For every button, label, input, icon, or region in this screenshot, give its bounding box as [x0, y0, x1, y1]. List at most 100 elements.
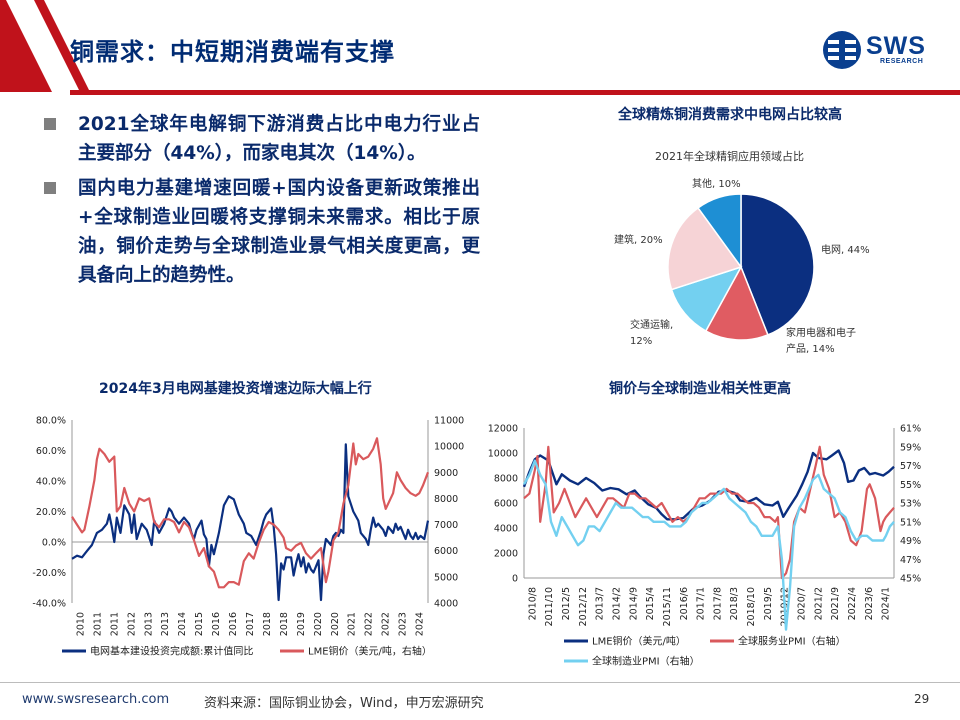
- grid-chart-x-tick: 2012: [126, 612, 137, 636]
- bullet-square-icon: [44, 182, 56, 194]
- pmi-chart-series-line-0: [522, 449, 895, 521]
- pie-label-transport: 交通运输, 12%: [630, 320, 674, 347]
- grid-chart-y-right-tick: 10000: [434, 442, 464, 453]
- pie-label-construction: 建筑, 20%: [614, 235, 663, 246]
- pmi-chart-series-line-1: [523, 445, 895, 580]
- bullet-square-icon: [44, 118, 56, 130]
- pmi-chart-x-tick: 2019/12: [780, 587, 791, 626]
- pie-chart-subtitle: 2021年全球精铜应用领域占比: [655, 150, 804, 163]
- bullet-list: 2021全球年电解铜下游消费占比中电力行业占主要部分（44%），而家电其次（14…: [44, 110, 480, 296]
- grid-chart-x-tick: 2020: [313, 612, 324, 636]
- pmi-chart-x-tick: 2023/6: [864, 587, 875, 620]
- grid-chart-x-tick: 2018: [262, 612, 273, 636]
- pmi-chart-y-right-tick: 53%: [900, 499, 921, 510]
- grid-chart-y-right-tick: 5000: [434, 572, 458, 583]
- grid-chart-x-tick: 2016: [228, 612, 239, 636]
- grid-chart-x-tick: 2015: [194, 612, 205, 636]
- bullet-item: 2021全球年电解铜下游消费占比中电力行业占主要部分（44%），而家电其次（14…: [44, 110, 480, 168]
- pmi-chart-x-tick: 2018/3: [729, 587, 740, 620]
- pmi-chart-title: 铜价与全球制造业相关性更高: [609, 381, 791, 397]
- grid-chart-title: 2024年3月电网基建投资增速边际大幅上行: [99, 381, 372, 397]
- pmi-chart-legend-label: 全球服务业PMI（右轴）: [738, 635, 846, 648]
- pmi-chart-legend-label: 全球制造业PMI（右轴）: [592, 655, 700, 668]
- pmi-chart-x-tick: 2017/1: [696, 587, 707, 620]
- logo-wordmark: SWS: [866, 32, 926, 60]
- pmi-chart-x-tick: 2018/10: [746, 587, 757, 626]
- pie-label-other: 其他, 10%: [692, 179, 741, 190]
- bullet-text: 国内电力基建增速回暖+国内设备更新政策推出+全球制造业回暖将支撑铜未来需求。相比…: [78, 178, 480, 286]
- grid-chart-x-tick: 2011: [92, 612, 103, 636]
- grid-chart-legend-label: 电网基本建设投资完成额:累计值同比: [90, 645, 253, 658]
- sws-logo: SWS RESEARCH: [822, 30, 940, 70]
- pie-chart-title: 全球精炼铜消费需求中电网占比较高: [618, 107, 842, 123]
- grid-chart-y-right-tick: 11000: [434, 416, 464, 427]
- grid-chart-y-right-tick: 9000: [434, 468, 458, 479]
- grid-chart-x-tick: 2018: [279, 612, 290, 636]
- grid-chart-x-tick: 2017: [245, 612, 256, 636]
- pmi-chart-x-tick: 2011/10: [544, 587, 555, 626]
- bullet-text: 2021全球年电解铜下游消费占比中电力行业占主要部分（44%），而家电其次（14…: [78, 114, 480, 164]
- pmi-chart-y-left-tick: 10000: [488, 449, 518, 460]
- pmi-chart-series-line-2: [522, 459, 895, 631]
- pmi-chart-x-tick: 2012/5: [561, 587, 572, 620]
- pmi-chart-y-left-tick: 2000: [494, 549, 518, 560]
- pie-slice-1: [704, 265, 769, 341]
- pmi-chart-y-left-tick: 12000: [488, 424, 518, 435]
- grid-chart-y-left-tick: 0.0%: [42, 538, 66, 549]
- grid-chart-series-line-1: [71, 437, 430, 589]
- grid-chart-y-left-tick: 20.0%: [36, 507, 66, 518]
- grid-chart-x-tick: 2011: [109, 612, 120, 636]
- pmi-chart-y-left-tick: 4000: [494, 524, 518, 535]
- pmi-chart-x-tick: 2019/5: [763, 587, 774, 620]
- logo-subtext: RESEARCH: [880, 58, 924, 65]
- pmi-chart-x-tick: 2022/4: [847, 587, 858, 620]
- grid-chart-x-tick: 2024: [415, 612, 426, 636]
- pmi-chart-y-right-tick: 55%: [900, 480, 921, 491]
- grid-chart-y-left-tick: 40.0%: [36, 477, 66, 488]
- pmi-chart-x-tick: 2014/2: [612, 587, 623, 620]
- title-bar: [0, 0, 960, 95]
- pmi-chart-x-tick: 2015/11: [662, 587, 673, 626]
- grid-chart-x-tick: 2013: [160, 612, 171, 636]
- sws-logo-icon: [823, 31, 861, 69]
- title-underline: [70, 90, 960, 95]
- pmi-chart-x-tick: 2021/9: [830, 587, 841, 620]
- grid-chart-y-right-tick: 6000: [434, 546, 458, 557]
- pie-slice-4: [697, 193, 742, 270]
- grid-chart-x-tick: 2022: [364, 612, 375, 636]
- pmi-chart-x-tick: 2015/4: [645, 587, 656, 620]
- page-title: 铜需求：中短期消费端有支撑: [70, 38, 395, 66]
- pmi-chart-x-tick: 2020/7: [797, 587, 808, 620]
- pmi-chart-x-tick: 2017/8: [712, 587, 723, 620]
- grid-chart-x-tick: 2010: [75, 612, 86, 636]
- pmi-chart-x-tick: 2024/1: [881, 587, 892, 620]
- grid-chart-x-tick: 2014: [177, 612, 188, 636]
- footer-url[interactable]: www.swsresearch.com: [22, 692, 170, 707]
- pmi-chart-y-left-tick: 6000: [494, 499, 518, 510]
- grid-chart-y-left-tick: -20.0%: [32, 568, 66, 579]
- grid-chart-x-tick: 2019: [296, 612, 307, 636]
- footer-source: 资料来源：国际铜业协会，Wind，申万宏源研究: [204, 696, 484, 711]
- pmi-chart-x-tick: 2010/8: [527, 587, 538, 620]
- grid-chart-y-right-tick: 7000: [434, 520, 458, 531]
- footer-divider: [0, 682, 960, 683]
- pie-label-appliances: 家用电器和电子产品, 14%: [786, 328, 856, 355]
- pmi-chart-y-right-tick: 61%: [900, 424, 921, 435]
- grid-chart-x-tick: 2023: [398, 612, 409, 636]
- grid-chart-x-tick: 2016: [211, 612, 222, 636]
- pmi-chart-x-tick: 2021/2: [813, 587, 824, 620]
- pmi-chart-y-right-tick: 47%: [900, 555, 921, 566]
- pmi-chart-x-tick: 2013/7: [595, 587, 606, 620]
- pie-slice-0: [740, 193, 815, 336]
- pmi-chart-legend-label: LME铜价（美元/吨）: [592, 635, 686, 648]
- grid-chart-legend-label: LME铜价（美元/吨，右轴）: [308, 645, 432, 658]
- page-number: 29: [914, 692, 930, 706]
- grid-chart-x-tick: 2020: [330, 612, 341, 636]
- title-accent-white: [6, 0, 80, 92]
- pmi-chart-y-right-tick: 45%: [900, 574, 921, 585]
- pie-label-grid: 电网, 44%: [821, 245, 870, 256]
- pmi-chart-y-right-tick: 59%: [900, 442, 921, 453]
- bullet-item: 国内电力基建增速回暖+国内设备更新政策推出+全球制造业回暖将支撑铜未来需求。相比…: [44, 174, 480, 290]
- grid-chart-y-left-tick: 60.0%: [36, 446, 66, 457]
- pmi-chart-x-tick: 2012/12: [578, 587, 589, 626]
